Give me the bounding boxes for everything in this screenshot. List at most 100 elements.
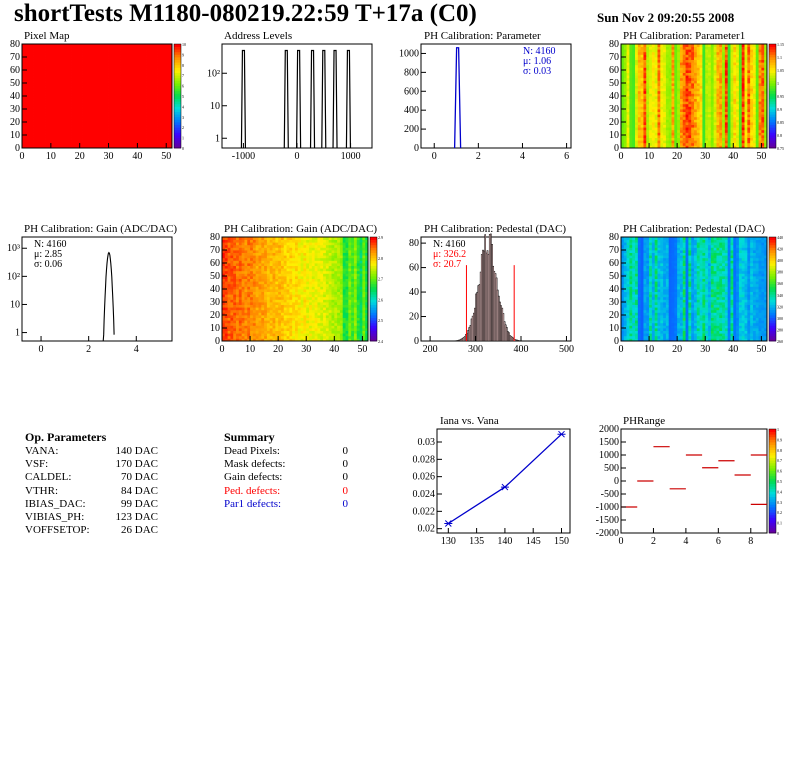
heatmap-cell — [154, 137, 158, 141]
heatmap-cell — [157, 109, 161, 112]
heatmap-cell — [688, 127, 692, 131]
heatmap-cell — [755, 64, 759, 68]
heatmap-cell — [741, 106, 745, 110]
heatmap-cell — [699, 49, 703, 53]
heatmap-cell — [252, 244, 257, 248]
heatmap-cell — [682, 85, 686, 89]
heatmap-cell — [719, 129, 723, 133]
heatmap-cell — [699, 85, 703, 89]
heatmap-cell — [640, 51, 644, 55]
heatmap-cell — [71, 85, 75, 89]
heatmap-cell — [682, 116, 686, 120]
heatmap-cell — [230, 325, 234, 329]
heatmap-cell — [640, 77, 644, 81]
heatmap-cell — [657, 62, 661, 66]
heatmap-cell — [719, 64, 723, 68]
heatmap-cell — [238, 276, 243, 279]
heatmap-cell — [91, 59, 95, 63]
heatmap-cell — [30, 116, 34, 120]
heatmap-cell — [157, 64, 161, 68]
heatmap-cell — [677, 109, 681, 112]
heatmap-cell — [62, 124, 66, 128]
heatmap-cell — [635, 44, 639, 47]
heatmap-cell — [699, 57, 703, 60]
heatmap-cell — [654, 49, 658, 53]
heatmap-cell — [105, 85, 109, 89]
heatmap-cell — [45, 111, 49, 115]
heatmap-cell — [222, 244, 226, 248]
heatmap-cell — [635, 140, 639, 144]
heatmap-cell — [685, 57, 689, 60]
heatmap-cell — [733, 127, 737, 131]
heatmap-cell — [157, 83, 161, 86]
heatmap-cell — [727, 114, 731, 118]
heatmap-cell — [82, 80, 86, 84]
heatmap-cell — [702, 70, 706, 73]
heatmap-cell — [73, 124, 78, 128]
heatmap-cell — [91, 111, 95, 115]
heatmap-cell — [125, 145, 130, 149]
heatmap-cell — [719, 127, 723, 131]
heatmap-cell — [651, 132, 656, 136]
heatmap-cell — [750, 140, 754, 144]
heatmap-cell — [105, 64, 109, 68]
heatmap-cell — [727, 90, 731, 94]
heatmap-cell — [626, 103, 630, 107]
heatmap-cell — [651, 114, 656, 118]
heatmap-cell — [125, 142, 130, 146]
heatmap-cell — [654, 77, 658, 81]
heatmap-cell — [238, 273, 243, 277]
heatmap-cell — [47, 142, 52, 146]
heatmap-cell — [258, 281, 262, 285]
heatmap-cell — [682, 59, 686, 63]
heatmap-cell — [696, 51, 701, 55]
heatmap-cell — [39, 114, 43, 118]
heatmap-cell — [85, 111, 89, 115]
heatmap-cell — [105, 132, 109, 136]
heatmap-cell — [764, 142, 768, 146]
heatmap-cell — [750, 70, 754, 73]
heatmap-cell — [677, 72, 681, 76]
x-axis: 0 10 20 30 40 50 — [20, 143, 171, 162]
heatmap-cell — [651, 59, 656, 63]
heatmap-cell — [47, 80, 52, 84]
heatmap-cell — [623, 75, 628, 79]
heatmap-cell — [699, 114, 703, 118]
heatmap-cell — [738, 145, 743, 149]
heatmap-cell — [33, 67, 37, 71]
heatmap-cell — [102, 129, 107, 133]
heatmap-cell — [258, 273, 262, 277]
heatmap-cell — [685, 122, 689, 125]
heatmap-cell — [736, 59, 740, 63]
heatmap-cell — [24, 132, 29, 136]
heatmap-cell — [252, 260, 257, 264]
heatmap-cell — [85, 67, 89, 71]
heatmap-cell — [120, 46, 124, 50]
heatmap-cell — [682, 137, 686, 141]
heatmap-cell — [50, 46, 55, 50]
heatmap-cell — [694, 67, 698, 71]
heatmap-cell — [699, 44, 703, 47]
heatmap-cell — [637, 109, 642, 112]
heatmap-cell — [27, 129, 32, 133]
heatmap-cell — [691, 51, 695, 55]
heatmap-cell — [674, 62, 678, 66]
heatmap-cell — [694, 129, 698, 133]
heatmap-cell — [238, 247, 243, 251]
heatmap-cell — [744, 90, 748, 94]
heatmap-cell — [120, 64, 124, 68]
heatmap-cell — [36, 51, 40, 55]
heatmap-cell — [108, 114, 112, 118]
heatmap-cell — [47, 90, 52, 94]
heatmap-cell — [688, 106, 692, 110]
heatmap-cell — [752, 127, 757, 131]
heatmap-cell — [22, 85, 26, 89]
heatmap-cell — [59, 106, 63, 110]
heatmap-cell — [657, 67, 661, 71]
heatmap-cell — [733, 49, 737, 53]
heatmap-cell — [76, 127, 81, 131]
heatmap-cell — [741, 145, 745, 149]
heatmap-cell — [640, 106, 644, 110]
heatmap-cell — [722, 101, 726, 105]
heatmap-cell — [736, 116, 740, 120]
